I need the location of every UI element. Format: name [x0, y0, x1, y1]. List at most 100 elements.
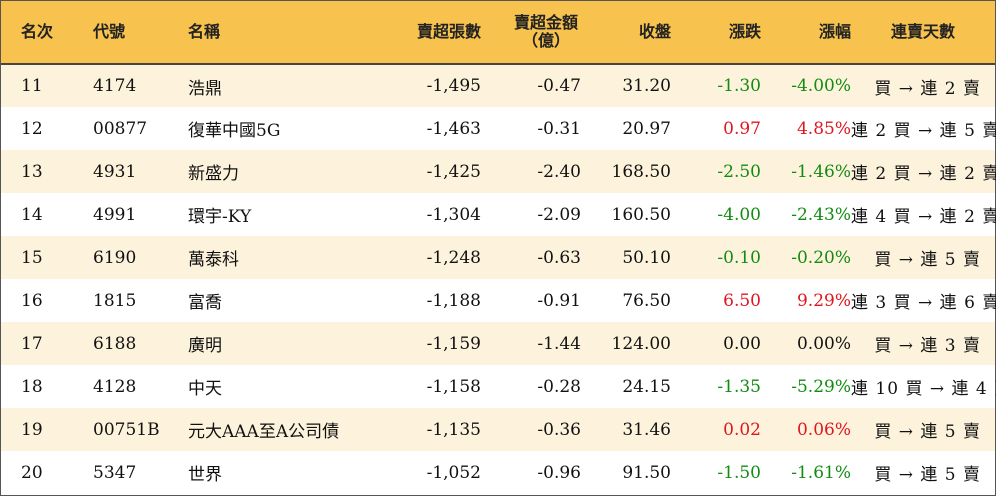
table-body: 11 4174 浩鼎 -1,495 -0.47 31.20 -1.30 -4.00% 買 → 連…: [1, 64, 996, 494]
cell-net-sell-volume: -1,158: [426, 376, 481, 397]
cell-net-sell-volume: -1,159: [426, 333, 481, 354]
cell-streak: 買 → 連 3 賣: [874, 336, 981, 356]
table-row[interactable]: 20 5347 世界 -1,052 -0.96 91.50 -1.50 -1.61% 買 → 連…: [1, 451, 995, 494]
cell-streak: 連 4 買 → 連 2 賣: [851, 207, 996, 227]
cell-code[interactable]: 00877: [93, 118, 148, 139]
cell-change: 0.02: [723, 419, 761, 440]
cell-rank: 12: [21, 118, 43, 139]
header-code[interactable]: 代號: [81, 1, 178, 65]
header-net-sell-amount-line2: （億）: [521, 31, 570, 50]
cell-name[interactable]: 復華中國5G: [188, 121, 281, 141]
header-net-sell-amount-label: 賣超金額 （億）: [484, 14, 578, 50]
cell-code[interactable]: 4991: [93, 204, 137, 225]
header-change-pct[interactable]: 漲幅: [761, 1, 851, 65]
cell-name[interactable]: 富喬: [188, 293, 222, 313]
cell-code[interactable]: 4931: [93, 161, 137, 182]
table-row[interactable]: 17 6188 廣明 -1,159 -1.44 124.00 0.00 0.00% 買 → 連 …: [1, 322, 995, 365]
cell-name[interactable]: 中天: [188, 379, 222, 399]
table-row[interactable]: 16 1815 富喬 -1,188 -0.91 76.50 6.50 9.29% 連 3 買 →…: [1, 279, 996, 322]
cell-net-sell-amount: -0.63: [537, 247, 581, 268]
cell-rank: 13: [21, 161, 43, 182]
cell-close: 160.50: [611, 204, 671, 225]
cell-name[interactable]: 新盛力: [188, 164, 239, 184]
cell-streak: 買 → 連 5 賣: [874, 422, 981, 442]
cell-net-sell-volume: -1,052: [426, 462, 481, 483]
cell-net-sell-volume: -1,188: [426, 290, 481, 311]
cell-name[interactable]: 環宇-KY: [188, 207, 252, 227]
table-row[interactable]: 11 4174 浩鼎 -1,495 -0.47 31.20 -1.30 -4.00% 買 → 連…: [1, 64, 995, 107]
cell-net-sell-amount: -0.91: [537, 290, 581, 311]
cell-change: 0.97: [723, 118, 761, 139]
cell-streak: 買 → 連 2 賣: [874, 78, 981, 99]
cell-change-pct: 0.00%: [796, 333, 851, 354]
cell-net-sell-volume: -1,495: [426, 76, 481, 96]
cell-change: -4.00: [717, 204, 761, 225]
cell-net-sell-volume: -1,135: [426, 419, 481, 440]
cell-close: 24.15: [622, 376, 671, 397]
cell-close: 76.50: [622, 290, 671, 311]
cell-close: 124.00: [611, 333, 671, 354]
cell-rank: 11: [21, 76, 43, 96]
cell-net-sell-volume: -1,304: [426, 204, 481, 225]
cell-name[interactable]: 元大AAA至A公司債: [188, 422, 340, 442]
cell-name[interactable]: 浩鼎: [188, 78, 222, 99]
header-row: 名次 代號 名稱 賣超張數 賣超金額 （億） 收盤 漲跌 漲幅 連賣天數: [1, 1, 995, 65]
cell-code[interactable]: 4174: [93, 76, 137, 96]
cell-rank: 19: [21, 419, 43, 440]
cell-code[interactable]: 6190: [93, 247, 137, 268]
cell-code[interactable]: 4128: [93, 376, 137, 397]
cell-close: 31.20: [622, 76, 671, 96]
cell-streak: 連 2 買 → 連 2 賣: [851, 164, 996, 184]
table-row[interactable]: 12 00877 復華中國5G -1,463 -0.31 20.97 0.97 4.85% 連 …: [1, 107, 996, 150]
cell-streak: 買 → 連 5 賣: [874, 465, 981, 485]
table-row[interactable]: 15 6190 萬泰科 -1,248 -0.63 50.10 -0.10 -0.20% 買 → …: [1, 236, 995, 279]
header-rank[interactable]: 名次: [1, 1, 81, 65]
cell-change-pct: -2.43%: [791, 204, 851, 225]
cell-close: 168.50: [611, 161, 671, 182]
cell-close: 91.50: [622, 462, 671, 483]
cell-name[interactable]: 萬泰科: [188, 250, 239, 270]
header-streak[interactable]: 連賣天數: [851, 1, 995, 65]
cell-name[interactable]: 世界: [188, 465, 222, 485]
cell-rank: 14: [21, 204, 43, 225]
cell-code[interactable]: 00751B: [93, 419, 160, 440]
cell-streak: 連 3 買 → 連 6 賣: [851, 293, 996, 313]
cell-change-pct: -1.46%: [791, 161, 851, 182]
cell-close: 31.46: [622, 419, 671, 440]
cell-name[interactable]: 廣明: [188, 336, 222, 356]
cell-code[interactable]: 5347: [93, 462, 137, 483]
table-row[interactable]: 19 00751B 元大AAA至A公司債 -1,135 -0.36 31.46 0.02 0.…: [1, 408, 995, 451]
cell-change: 0.00: [723, 333, 761, 354]
cell-change: -2.50: [717, 161, 761, 182]
cell-net-sell-amount: -0.36: [537, 419, 581, 440]
header-name[interactable]: 名稱: [178, 1, 363, 65]
header-net-sell-volume[interactable]: 賣超張數: [363, 1, 481, 65]
cell-net-sell-amount: -2.09: [537, 204, 581, 225]
cell-net-sell-volume: -1,463: [426, 118, 481, 139]
cell-net-sell-amount: -0.28: [537, 376, 581, 397]
cell-rank: 17: [21, 333, 43, 354]
cell-streak: 連 10 買 → 連 4 賣: [851, 379, 996, 399]
header-net-sell-amount[interactable]: 賣超金額 （億）: [481, 1, 581, 65]
header-change[interactable]: 漲跌: [671, 1, 761, 65]
cell-change-pct: -4.00%: [791, 76, 851, 96]
cell-rank: 16: [21, 290, 43, 311]
cell-net-sell-amount: -0.31: [537, 118, 581, 139]
cell-code[interactable]: 1815: [93, 290, 137, 311]
cell-change: -1.30: [717, 76, 761, 96]
table-row[interactable]: 18 4128 中天 -1,158 -0.28 24.15 -1.35 -5.29% 連 10 …: [1, 365, 996, 408]
cell-change-pct: -0.20%: [791, 247, 851, 268]
cell-code[interactable]: 6188: [93, 333, 137, 354]
cell-close: 20.97: [622, 118, 671, 139]
cell-change-pct: 9.29%: [796, 290, 851, 311]
cell-close: 50.10: [622, 247, 671, 268]
cell-change: -1.35: [717, 376, 761, 397]
cell-rank: 15: [21, 247, 43, 268]
cell-net-sell-amount: -0.47: [537, 76, 581, 96]
table-row[interactable]: 14 4991 環宇-KY -1,304 -2.09 160.50 -4.00 -2.43% 連…: [1, 193, 996, 236]
cell-change-pct: 0.06%: [796, 419, 851, 440]
table-row[interactable]: 13 4931 新盛力 -1,425 -2.40 168.50 -2.50 -1.46% 連 2…: [1, 150, 996, 193]
header-close[interactable]: 收盤: [581, 1, 671, 65]
